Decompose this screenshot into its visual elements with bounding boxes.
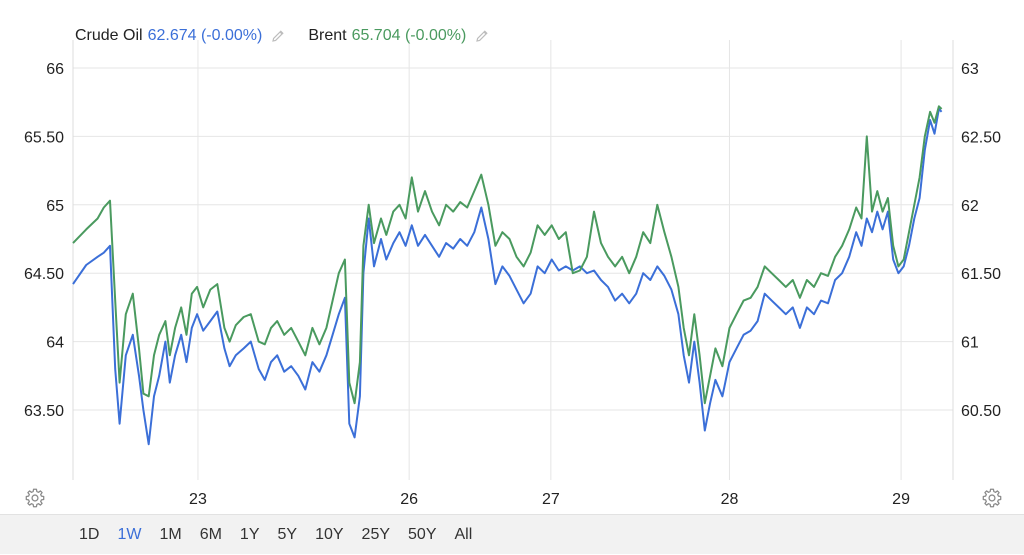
x-axis: 23 26 27 28 29 [189,491,910,508]
legend-crude-name: Crude Oil [75,27,143,44]
x-tick-label: 27 [542,491,560,508]
y-left-tick-label: 65.50 [24,129,64,146]
pencil-icon[interactable] [270,28,286,44]
y-right-tick-label: 62 [961,198,979,215]
x-tick-label: 29 [892,491,910,508]
y-right-tick-label: 61.50 [961,266,1001,283]
y-left-tick-label: 64 [46,335,64,352]
grid-lines [72,40,954,480]
range-button-1m[interactable]: 1M [159,526,182,543]
legend-brent-value: 65.704 (-0.00%) [351,27,467,44]
range-button-all[interactable]: All [454,526,473,543]
range-selector-bar: 1D 1W 1M 6M 1Y 5Y 10Y 25Y 50Y All [0,514,1024,554]
x-tick-label: 23 [189,491,207,508]
x-tick-label: 26 [400,491,418,508]
range-button-1y[interactable]: 1Y [239,526,260,543]
y-left-tick-label: 65 [46,198,64,215]
legend-brent-name: Brent [308,27,347,44]
range-button-50y[interactable]: 50Y [408,526,437,543]
y-right-tick-label: 62.50 [961,129,1001,146]
y-right-tick-label: 60.50 [961,403,1001,420]
gear-icon[interactable] [981,487,1003,509]
series-line-crude-oil[interactable] [72,108,943,446]
y-right-tick-label: 63 [961,61,979,78]
range-button-25y[interactable]: 25Y [361,526,391,543]
series-lines [72,105,943,446]
legend-item-brent[interactable]: Brent 65.704 (-0.00%) [308,27,490,45]
y-left-tick-label: 64.50 [24,266,64,283]
legend-crude-value: 62.674 (-0.00%) [147,27,263,44]
pencil-icon[interactable] [474,28,490,44]
x-tick-label: 28 [721,491,739,508]
range-button-6m[interactable]: 6M [199,526,222,543]
series-line-brent[interactable] [72,105,943,405]
legend-item-crude-oil[interactable]: Crude Oil 62.674 (-0.00%) [75,27,286,45]
range-button-10y[interactable]: 10Y [315,526,344,543]
chart-canvas: 23 26 27 28 29 63.50 64 64.50 65 65.50 66 60.50 61… [24,40,1001,508]
y-right-tick-label: 61 [961,335,979,352]
range-button-1w[interactable]: 1W [117,526,142,543]
y-axis-right: 60.50 61 61.50 62 62.50 63 [961,61,1001,420]
y-left-tick-label: 66 [46,61,64,78]
range-buttons: 1D 1W 1M 6M 1Y 5Y 10Y 25Y 50Y All [70,515,481,555]
y-left-tick-label: 63.50 [24,403,64,420]
range-button-5y[interactable]: 5Y [277,526,298,543]
range-button-1d[interactable]: 1D [79,526,100,543]
y-axis-left: 63.50 64 64.50 65 65.50 66 [24,61,64,420]
chart-legend: Crude Oil 62.674 (-0.00%) Brent 65.704 (… [75,27,512,45]
gear-icon[interactable] [24,487,46,509]
